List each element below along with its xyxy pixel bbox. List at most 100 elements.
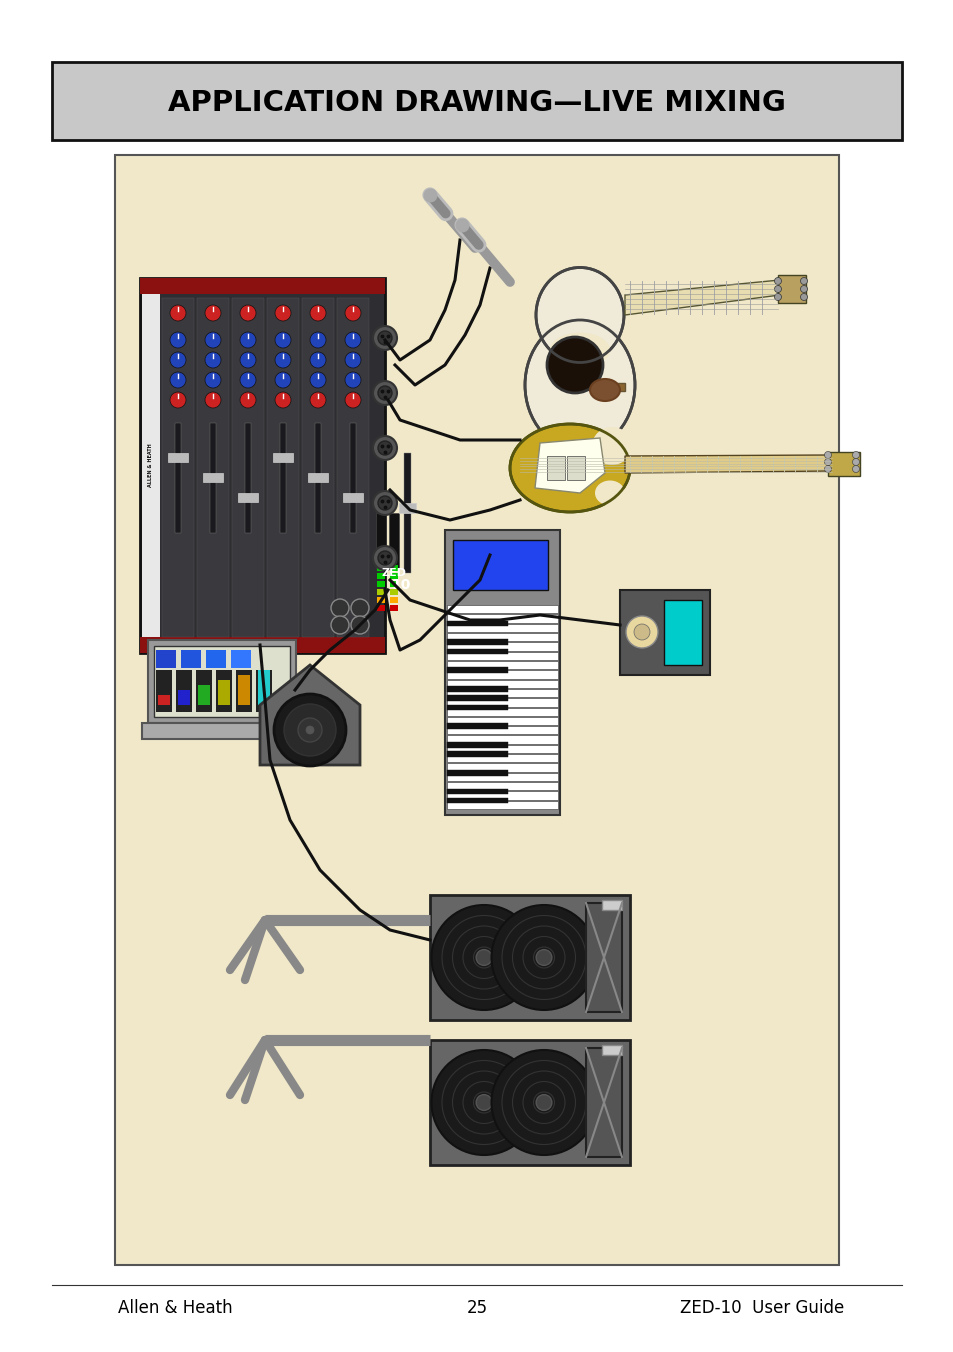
Circle shape	[431, 904, 536, 1010]
Circle shape	[240, 352, 255, 368]
Circle shape	[373, 381, 396, 406]
Bar	[140, 279, 385, 653]
Bar	[232, 297, 264, 637]
Circle shape	[823, 458, 831, 465]
Circle shape	[274, 694, 346, 767]
Circle shape	[377, 496, 392, 510]
Bar	[447, 781, 558, 791]
Bar	[447, 668, 508, 673]
Circle shape	[774, 285, 781, 292]
Bar	[156, 671, 172, 713]
Circle shape	[351, 599, 369, 617]
Circle shape	[310, 392, 326, 408]
Bar	[267, 297, 298, 637]
Bar	[153, 646, 290, 717]
Text: ALLEN & HEATH: ALLEN & HEATH	[149, 443, 153, 487]
Bar	[142, 723, 302, 738]
Circle shape	[377, 331, 392, 345]
Bar	[203, 473, 223, 483]
Circle shape	[634, 625, 649, 639]
Bar	[398, 503, 416, 512]
Ellipse shape	[595, 480, 624, 506]
Bar	[619, 589, 709, 675]
Bar	[403, 453, 411, 573]
Bar	[162, 297, 193, 637]
Bar	[566, 456, 584, 480]
Circle shape	[170, 352, 186, 368]
Circle shape	[800, 277, 806, 284]
Bar	[255, 671, 272, 713]
Bar	[447, 798, 508, 803]
Bar	[447, 773, 558, 781]
Circle shape	[373, 326, 396, 350]
Bar	[601, 900, 621, 910]
Bar	[447, 633, 558, 641]
Bar	[447, 788, 508, 794]
Circle shape	[373, 435, 396, 460]
Circle shape	[476, 949, 492, 965]
Bar	[140, 279, 385, 293]
Circle shape	[377, 552, 392, 565]
Bar	[168, 453, 188, 462]
Bar	[156, 650, 175, 668]
Bar	[778, 274, 805, 303]
Bar	[390, 604, 397, 611]
Bar	[390, 589, 397, 595]
Circle shape	[823, 452, 831, 458]
Bar	[585, 903, 621, 1013]
Polygon shape	[624, 280, 780, 315]
Polygon shape	[535, 438, 604, 493]
Circle shape	[345, 372, 360, 388]
Bar	[231, 650, 251, 668]
Circle shape	[240, 306, 255, 320]
Ellipse shape	[550, 333, 609, 368]
Ellipse shape	[592, 427, 631, 465]
Bar	[390, 598, 397, 603]
Bar	[158, 695, 170, 704]
Bar	[140, 637, 385, 653]
Bar	[235, 671, 252, 713]
Bar	[447, 735, 558, 744]
Bar	[447, 769, 508, 776]
Bar	[376, 598, 385, 603]
Bar	[430, 1040, 629, 1165]
Bar	[148, 639, 295, 723]
Circle shape	[170, 306, 186, 320]
Text: 25: 25	[466, 1299, 487, 1317]
Text: ZED-10  User Guide: ZED-10 User Guide	[679, 1299, 843, 1317]
Bar	[447, 690, 558, 698]
Bar	[336, 297, 369, 637]
Circle shape	[546, 337, 602, 393]
Bar	[447, 800, 558, 808]
Bar	[447, 752, 508, 757]
Bar	[447, 661, 558, 669]
Circle shape	[774, 277, 781, 284]
Bar	[447, 698, 558, 707]
Bar	[447, 704, 508, 710]
Bar	[52, 62, 901, 141]
Bar	[601, 1045, 621, 1055]
Circle shape	[170, 333, 186, 347]
Bar	[308, 473, 328, 483]
Circle shape	[625, 617, 658, 648]
Bar	[430, 895, 629, 1019]
Circle shape	[431, 1051, 536, 1155]
Circle shape	[373, 491, 396, 515]
Circle shape	[331, 617, 349, 634]
Bar	[447, 623, 558, 631]
Circle shape	[373, 546, 396, 571]
Ellipse shape	[510, 425, 629, 512]
Bar	[447, 671, 558, 679]
Circle shape	[345, 352, 360, 368]
Circle shape	[240, 333, 255, 347]
Bar	[447, 639, 508, 645]
Bar	[447, 604, 558, 614]
Circle shape	[800, 293, 806, 300]
Circle shape	[170, 372, 186, 388]
Circle shape	[240, 372, 255, 388]
Bar	[273, 453, 293, 462]
Bar	[178, 690, 190, 704]
Bar	[237, 675, 250, 704]
Circle shape	[345, 333, 360, 347]
Bar	[245, 423, 251, 533]
